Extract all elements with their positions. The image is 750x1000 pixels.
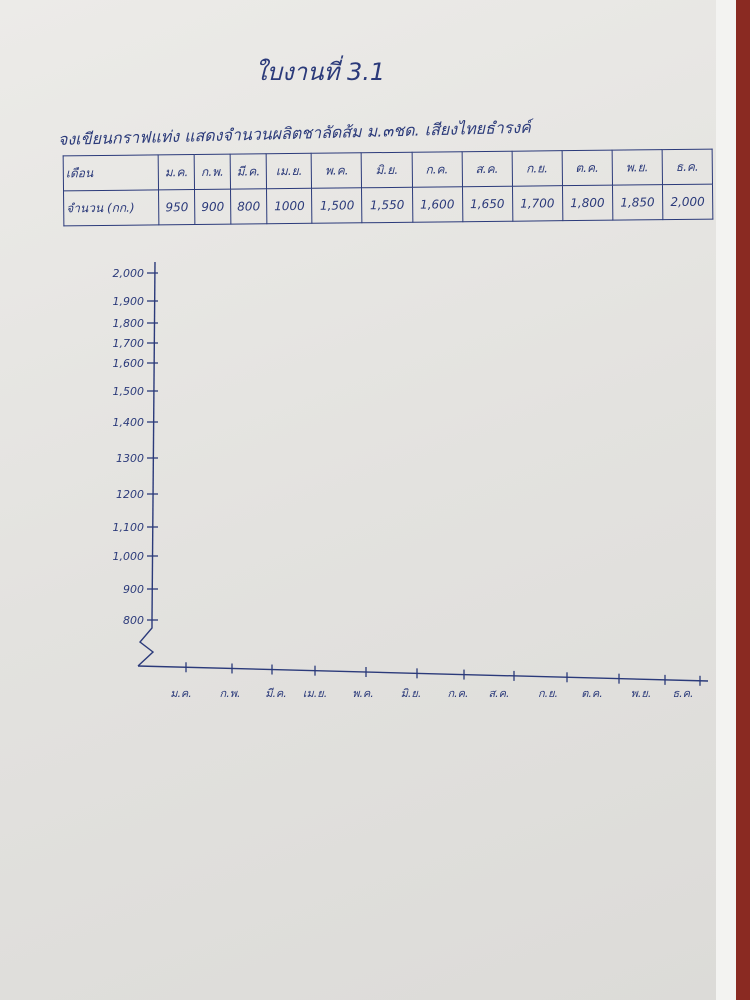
axis-break-mark <box>137 620 155 667</box>
y-axis <box>151 261 156 621</box>
y-tick-label: 1,400 <box>113 416 145 429</box>
x-tick-label: ก.พ. <box>220 687 241 700</box>
y-tick-label: 1300 <box>116 452 144 465</box>
y-tick-label: 1,700 <box>113 337 145 350</box>
y-tick-label: 2,000 <box>113 267 145 280</box>
y-tick-label: 900 <box>123 583 144 596</box>
x-tick-label: ต.ค. <box>581 687 603 700</box>
x-tick-label: ธ.ค. <box>672 687 693 700</box>
x-axis <box>137 665 709 682</box>
worksheet-paper <box>0 0 722 1000</box>
x-tick-label: พ.ย. <box>631 687 652 700</box>
x-tick-label: มี.ค. <box>265 687 287 700</box>
x-tick-label: ม.ค. <box>170 687 192 700</box>
worksheet-title: ใบงานที่ 3.1 <box>255 58 386 86</box>
x-tick-label: มิ.ย. <box>401 687 422 700</box>
x-tick-label: ก.ย. <box>538 687 558 700</box>
x-tick-label: ก.ค. <box>447 687 468 700</box>
y-tick-label: 1,100 <box>113 521 145 534</box>
y-tick-label: 1,900 <box>113 295 145 308</box>
x-tick-label: เม.ย. <box>303 687 327 700</box>
y-tick-label: 1200 <box>116 488 144 501</box>
x-tick-label: พ.ค. <box>352 687 374 700</box>
y-tick-label: 800 <box>123 614 144 627</box>
y-tick-label: 1,800 <box>113 317 145 330</box>
y-tick-label: 1,500 <box>113 385 145 398</box>
y-tick-label: 1,000 <box>113 550 145 563</box>
y-tick-label: 1,600 <box>113 357 145 370</box>
paper-edge <box>716 0 736 1000</box>
x-tick-label: ส.ค. <box>488 687 509 700</box>
